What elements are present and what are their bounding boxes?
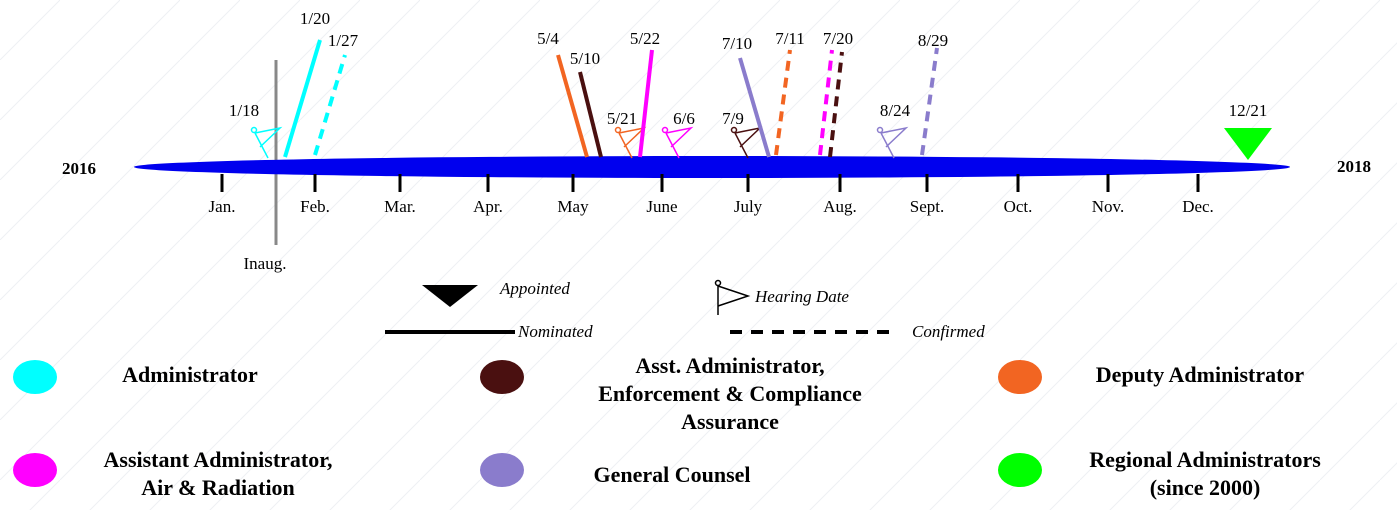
event-date: 7/20	[823, 29, 853, 48]
event-date: 12/21	[1229, 101, 1268, 120]
legend-appointed: Appointed	[499, 279, 570, 298]
role-name: Asst. Administrator,	[635, 353, 824, 378]
month-label: Aug.	[823, 197, 857, 216]
month-label: Jan.	[209, 197, 236, 216]
confirmed-line	[313, 54, 347, 156]
confirmed-line	[920, 47, 939, 156]
nominated-line	[556, 54, 589, 158]
event-date: 5/21	[607, 109, 637, 128]
event-date: 1/20	[300, 9, 330, 28]
role-name: General Counsel	[593, 462, 750, 487]
event-date: 8/24	[880, 101, 911, 120]
month-label: Sept.	[910, 197, 944, 216]
nominated-line	[638, 49, 654, 158]
month-label: Apr.	[473, 197, 503, 216]
flag-knob	[250, 126, 258, 134]
hearing-flag	[661, 126, 694, 159]
month-label: May	[557, 197, 589, 216]
confirmed-line	[774, 49, 792, 156]
month-label: July	[734, 197, 763, 216]
event-date: 5/22	[630, 29, 660, 48]
legend-hearing: Hearing Date	[754, 287, 849, 306]
month-label: Nov.	[1092, 197, 1124, 216]
role-name: Administrator	[122, 362, 258, 387]
flag-knob	[614, 126, 622, 134]
month-label: Oct.	[1004, 197, 1033, 216]
legend-hearing-icon	[714, 279, 751, 315]
role-name: Deputy Administrator	[1096, 362, 1305, 387]
role-swatch	[998, 360, 1042, 394]
legend-confirmed: Confirmed	[912, 322, 985, 341]
role-name: Air & Radiation	[141, 475, 295, 500]
flag	[665, 126, 694, 148]
hearing-flag	[250, 126, 283, 159]
flag	[880, 126, 909, 148]
nominated-line	[283, 39, 322, 158]
month-label: Dec.	[1182, 197, 1214, 216]
confirmed-line	[828, 51, 844, 158]
role-swatch	[480, 360, 524, 394]
role-name: Regional Administrators	[1089, 447, 1321, 472]
event-date: 7/10	[722, 34, 752, 53]
month-label: June	[646, 197, 677, 216]
timeline-bar	[134, 156, 1290, 178]
role-name: Assistant Administrator,	[104, 447, 333, 472]
hearing-flag	[876, 126, 909, 159]
nominated-line	[578, 71, 603, 158]
event-date: 1/27	[328, 31, 359, 50]
flag-knob	[876, 126, 884, 134]
event-date: 7/9	[722, 109, 744, 128]
role-name: (since 2000)	[1150, 475, 1261, 500]
role-swatch	[998, 453, 1042, 487]
appointed-marker	[1224, 128, 1272, 160]
role-swatch	[13, 453, 57, 487]
inauguration-label: Inaug.	[244, 254, 287, 273]
flag-knob	[730, 126, 738, 134]
nominated-line	[738, 57, 771, 158]
role-name: Enforcement & Compliance	[598, 381, 862, 406]
flag	[254, 126, 283, 148]
role-swatch	[480, 453, 524, 487]
event-date: 7/11	[775, 29, 805, 48]
flag-knob	[661, 126, 669, 134]
month-label: Feb.	[300, 197, 330, 216]
event-date: 6/6	[673, 109, 695, 128]
legend-appointed-icon	[422, 285, 478, 307]
month-label: Mar.	[384, 197, 416, 216]
event-date: 8/29	[918, 31, 948, 50]
start-label: 2016	[62, 159, 96, 178]
confirmed-line	[818, 49, 834, 156]
end-label: 2018	[1337, 157, 1371, 176]
event-date: 5/4	[537, 29, 559, 48]
role-swatch	[13, 360, 57, 394]
event-date: 5/10	[570, 49, 600, 68]
legend-nominated: Nominated	[517, 322, 593, 341]
event-date: 1/18	[229, 101, 259, 120]
role-name: Assurance	[681, 409, 779, 434]
